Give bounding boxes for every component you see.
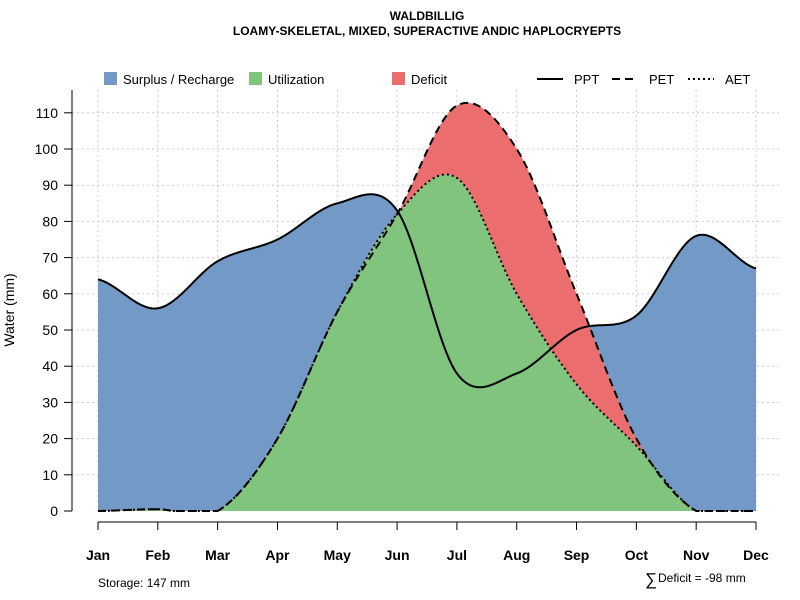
y-tick-label: 60 [42, 286, 58, 302]
y-tick-label: 0 [50, 503, 58, 519]
legend-swatch-deficit [392, 72, 405, 85]
aet-line [97, 173, 756, 512]
ppt-line [97, 193, 757, 389]
y-ticks: 0 10 20 30 40 50 60 70 80 90 100 110 [35, 105, 72, 519]
x-tick-label: Jan [86, 547, 110, 563]
legend-label-utilization: Utilization [268, 72, 324, 87]
y-axis-label: Water (mm) [1, 273, 17, 346]
utilization-area [98, 174, 756, 511]
chart-subtitle: LOAMY-SKELETAL, MIXED, SUPERACTIVE ANDIC… [233, 24, 621, 38]
x-tick-label: May [324, 547, 351, 563]
x-tick-label: Jun [385, 547, 410, 563]
y-tick-label: 50 [42, 322, 58, 338]
storage-annotation: Storage: 147 mm [98, 576, 190, 590]
x-tick-label: Oct [625, 547, 649, 563]
legend-swatch-surplus [104, 72, 117, 85]
deficit-annotation: Deficit = -98 mm [658, 571, 746, 585]
legend-label-pet: PET [649, 72, 674, 87]
area-fills [98, 102, 756, 511]
x-tick-label: Aug [503, 547, 530, 563]
series-lines [97, 101, 757, 512]
y-tick-label: 40 [42, 358, 58, 374]
x-tick-label: Sep [564, 547, 590, 563]
legend-label-aet: AET [725, 72, 750, 87]
y-tick-label: 110 [36, 105, 59, 121]
x-tick-label: Apr [265, 547, 290, 563]
y-tick-label: 20 [42, 431, 58, 447]
y-tick-label: 30 [42, 394, 58, 410]
x-ticks: Jan Feb Mar Apr May Jun Jul Aug Sep Oct Nov Dec [86, 522, 769, 563]
x-tick-label: Dec [743, 547, 769, 563]
y-tick-label: 10 [42, 467, 58, 483]
x-tick-label: Jul [447, 547, 467, 563]
legend-label-surplus: Surplus / Recharge [123, 72, 234, 87]
legend-swatch-utilization [249, 72, 262, 85]
deficit-sum-symbol: ∑ [645, 570, 657, 589]
axes [71, 90, 756, 523]
x-tick-label: Mar [205, 547, 230, 563]
y-tick-label: 100 [35, 141, 59, 157]
y-tick-label: 70 [42, 250, 58, 266]
y-tick-label: 80 [42, 213, 58, 229]
legend: Surplus / Recharge Utilization Deficit P… [104, 72, 750, 87]
chart-title: WALDBILLIG [390, 9, 465, 23]
y-tick-label: 90 [42, 177, 58, 193]
x-tick-label: Feb [145, 547, 170, 563]
legend-label-ppt: PPT [574, 72, 599, 87]
legend-label-deficit: Deficit [411, 72, 448, 87]
x-tick-label: Nov [683, 547, 710, 563]
